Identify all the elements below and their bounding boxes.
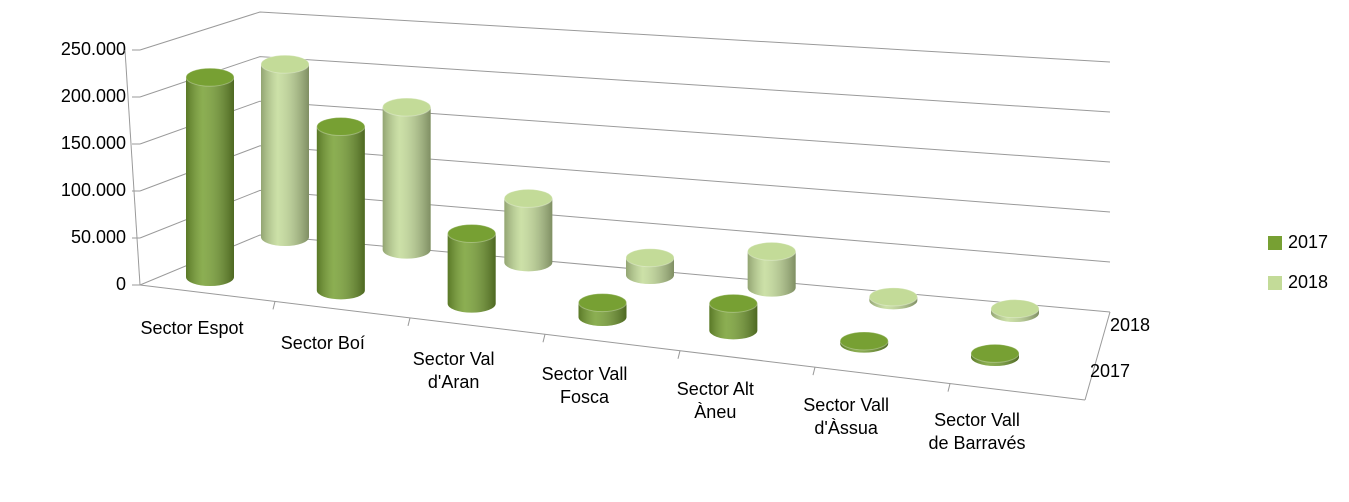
cylinder-top (578, 293, 627, 313)
cylinder-shade (261, 64, 309, 246)
legend-label: 2017 (1288, 232, 1328, 252)
cylinder-top (260, 54, 310, 74)
cylinder-top (708, 293, 758, 313)
x-tick (947, 383, 951, 392)
x-axis (139, 284, 1086, 401)
cylinder-top (447, 223, 497, 243)
grid-line (139, 234, 1111, 313)
cylinder-shade (504, 198, 553, 272)
cylinder-shade (709, 303, 758, 340)
y-tick-label: 200.000 (61, 86, 126, 106)
x-tick (272, 301, 276, 310)
y-tick-label: 250.000 (61, 39, 126, 59)
grid-line (139, 11, 1111, 63)
x-tick-label: Sector Val d'Aran (412, 348, 495, 392)
x-tick-label: Sector Alt Àneu (676, 379, 754, 423)
cylinder-top (868, 287, 918, 307)
cylinder-top (625, 248, 675, 268)
depth-axis (1084, 311, 1111, 401)
y-tick-label: 100.000 (61, 180, 126, 200)
x-tick-label: Sector Boí (280, 333, 365, 354)
grid-line (139, 56, 1111, 113)
cylinder-top (316, 117, 366, 137)
x-tick-label: Sector Espot (140, 318, 244, 338)
x-tick (542, 334, 546, 343)
cylinder-shade (382, 107, 431, 259)
y-axis (124, 49, 141, 286)
x-tick-label: Sector Vall Fosca (541, 364, 628, 407)
cylinder-top (185, 67, 235, 87)
depth-label: 2017 (1090, 361, 1130, 381)
cylinder-shade (186, 77, 234, 286)
x-tick-label: Sector Vall d'Àssua (803, 394, 889, 438)
cylinder-top (990, 299, 1040, 319)
x-tick (407, 317, 411, 326)
cylinder-top (970, 343, 1020, 363)
y-tick-label: 50.000 (71, 227, 126, 247)
grid-line (139, 189, 1111, 263)
x-tick-label: Sector Vall de Barravés (928, 410, 1026, 453)
cylinder-shade (316, 126, 365, 300)
cylinder-shade (747, 251, 796, 297)
x-tick (812, 367, 816, 376)
legend-label: 2018 (1288, 272, 1328, 292)
cylinder-top (503, 188, 553, 208)
grid-line (139, 145, 1111, 213)
y-tick-label: 0 (116, 274, 126, 294)
grid-line (139, 100, 1111, 163)
cylinder-top (839, 331, 889, 351)
cylinder-top (747, 241, 797, 261)
legend-swatch (1268, 236, 1282, 250)
legend-swatch (1268, 276, 1282, 290)
cylinder-shade (447, 233, 496, 313)
y-tick-label: 150.000 (61, 133, 126, 153)
depth-label: 2018 (1110, 315, 1150, 335)
x-tick (677, 350, 681, 359)
cylinder-top (382, 97, 432, 117)
